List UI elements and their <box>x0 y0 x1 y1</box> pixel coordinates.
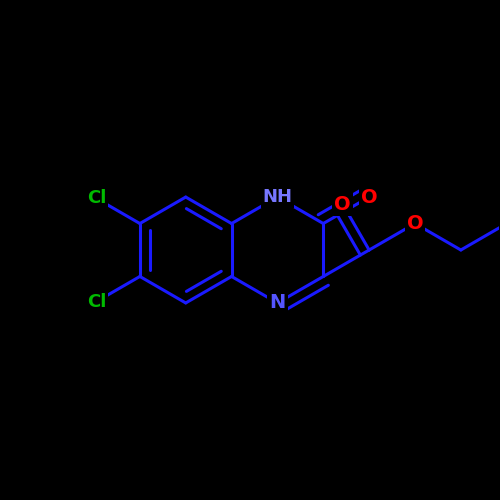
Text: Cl: Cl <box>86 292 106 310</box>
Text: O: O <box>361 188 378 206</box>
Text: N: N <box>270 294 285 312</box>
Text: O: O <box>406 214 424 233</box>
Text: Cl: Cl <box>86 190 106 208</box>
Text: NH: NH <box>262 188 292 206</box>
Text: O: O <box>334 194 351 214</box>
